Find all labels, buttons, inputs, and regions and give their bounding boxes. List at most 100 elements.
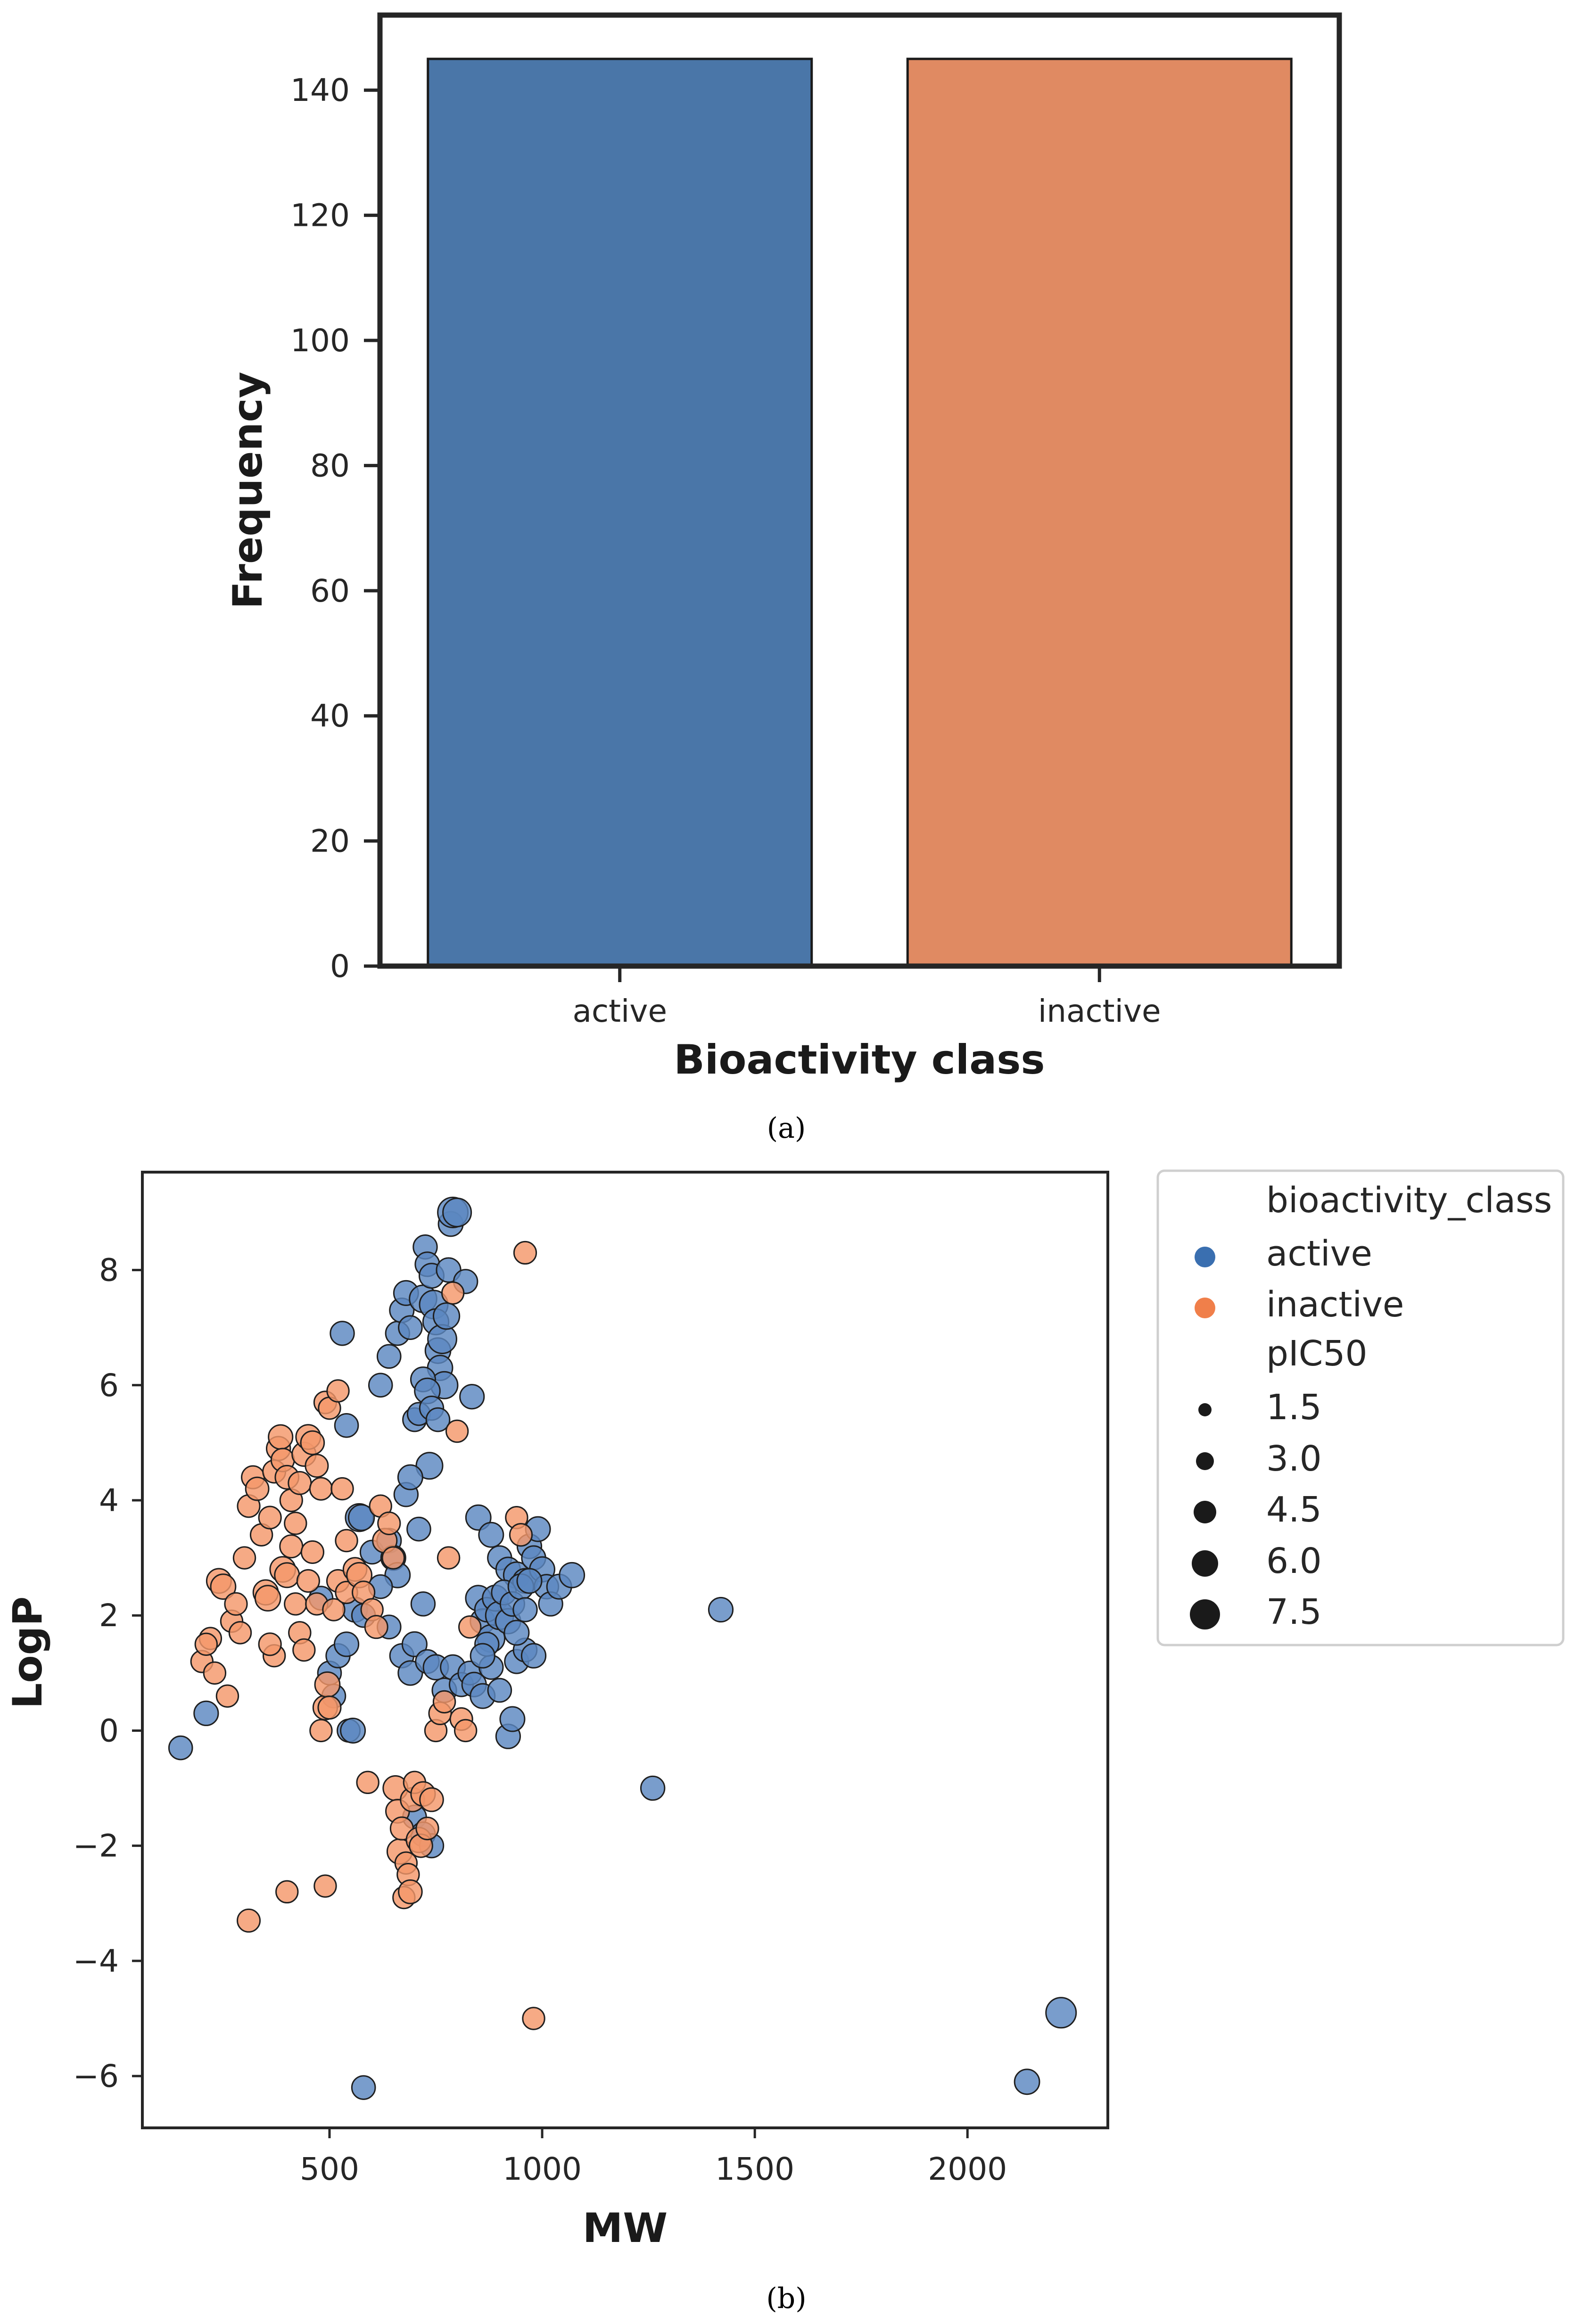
scatter-point-active — [334, 1413, 359, 1438]
scatter-point-inactive — [398, 1879, 423, 1904]
legend-marker-active — [1195, 1247, 1215, 1267]
scatter-point-active — [478, 1522, 504, 1548]
legend-size-label-1: 1.5 — [1266, 1387, 1322, 1428]
legend-size-marker-5 — [1190, 1599, 1220, 1629]
bar-plot-frame — [377, 12, 1342, 969]
scatter-legend: bioactivity_class active inactive pIC50 … — [1156, 1169, 1565, 1646]
scatter-plot-background — [142, 1172, 1108, 2128]
scatter-y-tick-label: −4 — [73, 1943, 119, 1979]
scatter-point-active — [442, 1197, 472, 1227]
legend-size-marker-3 — [1194, 1501, 1216, 1523]
scatter-point-active — [410, 1591, 436, 1617]
scatter-point-inactive — [309, 1719, 333, 1743]
scatter-point-inactive — [292, 1638, 316, 1662]
scatter-x-tick-label: 500 — [300, 2151, 359, 2187]
scatter-point-inactive — [203, 1661, 227, 1685]
legend-size-label-5: 7.5 — [1266, 1592, 1322, 1632]
scatter-point-inactive — [305, 1454, 329, 1478]
legend-hue-title: bioactivity_class — [1266, 1180, 1552, 1221]
scatter-point-active — [398, 1315, 423, 1340]
scatter-point-inactive — [314, 1671, 341, 1698]
legend-label-active: active — [1266, 1233, 1372, 1274]
scatter-point-inactive — [288, 1471, 312, 1495]
scatter-y-tick-label: 6 — [99, 1367, 119, 1404]
scatter-x-axis-label: MW — [583, 2205, 668, 2252]
scatter-point-active — [406, 1516, 431, 1542]
scatter-point-inactive — [215, 1684, 239, 1708]
scatter-point-active — [708, 1596, 734, 1623]
scatter-point-active — [340, 1717, 366, 1744]
scatter-point-active — [432, 1302, 461, 1330]
bar-x-axis-label: Bioactivity class — [674, 1036, 1045, 1083]
bar-y-tick-label: 0 — [330, 948, 350, 984]
scatter-point-active — [397, 1464, 423, 1490]
scatter-point-active — [470, 1643, 495, 1669]
bar-y-tick-label: 60 — [310, 573, 350, 609]
bar-x-tick-label-inactive: inactive — [1038, 993, 1161, 1029]
legend-frame — [1156, 1169, 1565, 1646]
scatter-point-inactive — [441, 1281, 465, 1305]
scatter-point-inactive — [228, 1621, 252, 1645]
bar-active — [427, 58, 813, 968]
scatter-point-active — [376, 1344, 402, 1369]
legend-label-inactive: inactive — [1266, 1284, 1404, 1325]
scatter-y-tick-label: −2 — [73, 1828, 119, 1864]
scatter-point-active — [487, 1678, 512, 1703]
scatter-point-inactive — [279, 1534, 304, 1559]
scatter-point-inactive — [274, 1562, 300, 1588]
scatter-point-inactive — [309, 1477, 333, 1501]
scatter-point-active — [1045, 1997, 1077, 2029]
scatter-x-tick-label: 1000 — [503, 2151, 582, 2187]
scatter-point-inactive — [522, 2007, 545, 2030]
bar-y-tick-label: 40 — [310, 698, 350, 734]
scatter-point-active — [347, 1504, 375, 1531]
scatter-point-active — [168, 1735, 193, 1761]
scatter-point-inactive — [258, 1632, 282, 1656]
scatter-x-tick-label: 1500 — [715, 2151, 794, 2187]
scatter-point-inactive — [296, 1569, 320, 1593]
scatter-point-inactive — [415, 1816, 439, 1841]
caption-a: (a) — [767, 1112, 806, 1145]
scatter-point-inactive — [284, 1512, 307, 1535]
bar-y-axis-label: Frequency — [224, 372, 272, 609]
scatter-point-inactive — [437, 1546, 461, 1570]
scatter-point-inactive — [317, 1695, 342, 1720]
scatter-point-active — [425, 1407, 451, 1432]
scatter-y-tick-label: 0 — [99, 1712, 119, 1749]
scatter-point-active — [333, 1631, 360, 1657]
scatter-y-tick-label: 8 — [99, 1252, 119, 1289]
legend-size-label-4: 6.0 — [1266, 1541, 1322, 1581]
scatter-x-tick-label: 2000 — [928, 2151, 1007, 2187]
scatter-y-axis-label: LogP — [4, 1596, 51, 1709]
legend-size-marker-4 — [1192, 1550, 1218, 1577]
scatter-point-active — [1014, 2068, 1040, 2095]
legend-size-title: pIC50 — [1266, 1333, 1368, 1374]
scatter-point-inactive — [458, 1615, 482, 1639]
bar-y-tick-label: 80 — [310, 447, 350, 484]
scatter-point-inactive — [335, 1529, 358, 1553]
bar-x-tick-label-active: active — [572, 993, 667, 1029]
legend-size-marker-1 — [1198, 1403, 1212, 1416]
scatter-point-inactive — [300, 1430, 325, 1456]
scatter-point-inactive — [224, 1592, 248, 1616]
scatter-point-inactive — [232, 1546, 256, 1570]
legend-size-label-3: 4.5 — [1266, 1489, 1322, 1530]
legend-marker-inactive — [1195, 1298, 1215, 1318]
scatter-point-inactive — [445, 1419, 469, 1443]
scatter-point-active — [401, 1631, 428, 1657]
scatter-point-active — [520, 1643, 547, 1669]
scatter-point-active — [516, 1568, 543, 1594]
scatter-point-inactive — [356, 1770, 379, 1795]
scatter-point-active — [459, 1384, 485, 1410]
scatter-point-inactive — [364, 1615, 388, 1639]
scatter-point-inactive — [381, 1546, 405, 1570]
scatter-point-active — [640, 1775, 666, 1801]
bar-y-tick-label: 100 — [290, 323, 350, 359]
scatter-point-inactive — [194, 1632, 218, 1656]
scatter-point-inactive — [454, 1719, 478, 1743]
bar-y-tick-label: 140 — [290, 72, 350, 108]
scatter-point-active — [368, 1373, 393, 1398]
scatter-point-inactive — [210, 1573, 237, 1600]
